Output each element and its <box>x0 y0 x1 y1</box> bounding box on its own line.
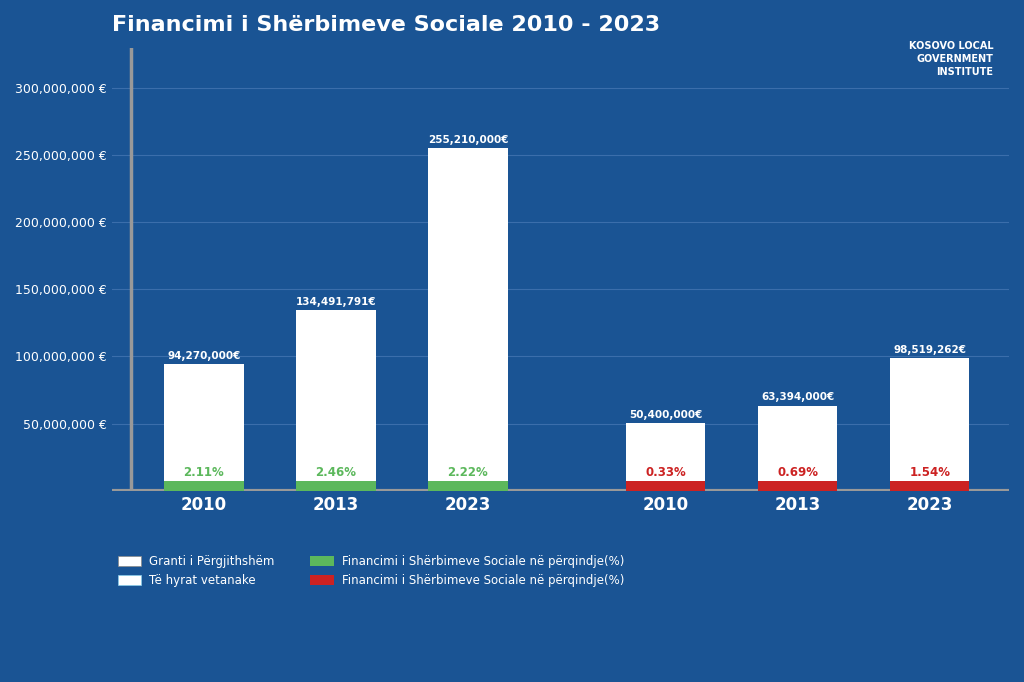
Bar <box>296 481 376 491</box>
Text: 2.11%: 2.11% <box>183 466 224 479</box>
Text: 1.54%: 1.54% <box>909 466 950 479</box>
Text: 2.46%: 2.46% <box>315 466 356 479</box>
Bar <box>165 481 244 491</box>
Bar <box>758 406 838 491</box>
Text: 0.33%: 0.33% <box>645 466 686 479</box>
Text: 2.22%: 2.22% <box>447 466 488 479</box>
Bar <box>890 481 970 491</box>
Legend: Granti i Përgjithshëm, Të hyrat vetanake, Financimi i Shërbimeve Sociale në përq: Granti i Përgjithshëm, Të hyrat vetanake… <box>118 555 625 587</box>
Bar <box>627 481 706 491</box>
Text: 63,394,000€: 63,394,000€ <box>761 392 835 402</box>
Text: 255,210,000€: 255,210,000€ <box>428 135 508 145</box>
Bar <box>627 423 706 491</box>
Bar <box>428 481 508 491</box>
Text: KOSOVO LOCAL
GOVERNMENT
INSTITUTE: KOSOVO LOCAL GOVERNMENT INSTITUTE <box>908 41 993 77</box>
Text: 94,270,000€: 94,270,000€ <box>167 351 241 361</box>
Bar <box>890 359 970 491</box>
Bar <box>758 481 838 491</box>
Text: 0.69%: 0.69% <box>777 466 818 479</box>
Text: 134,491,791€: 134,491,791€ <box>296 297 376 307</box>
Text: 98,519,262€: 98,519,262€ <box>893 345 967 355</box>
Bar <box>165 364 244 491</box>
Text: 50,400,000€: 50,400,000€ <box>629 410 702 419</box>
Bar <box>296 310 376 491</box>
Bar <box>428 148 508 491</box>
Text: Financimi i Shërbimeve Sociale 2010 - 2023: Financimi i Shërbimeve Sociale 2010 - 20… <box>112 15 659 35</box>
